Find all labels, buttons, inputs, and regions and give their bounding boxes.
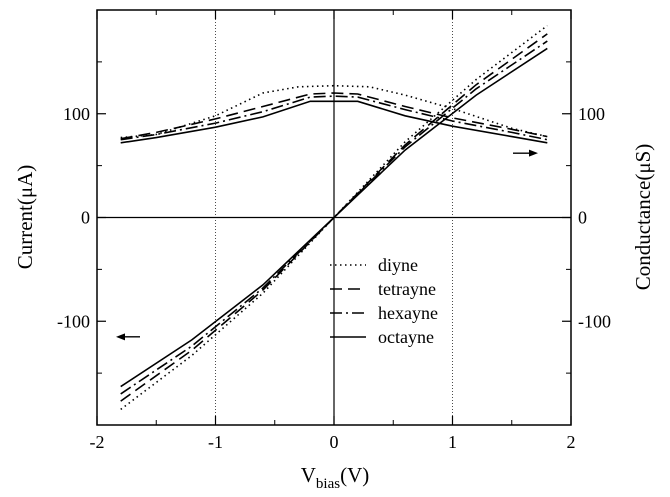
ticks: -2 -1 0 1 2 -100 -100 0 0 100 100: [57, 10, 611, 452]
legend-label-diyne: diyne: [378, 255, 418, 275]
y-tick-label-left-2: 100: [63, 104, 90, 124]
y-tick-label-right-0: -100: [578, 311, 611, 331]
x-tick-label-2: 0: [330, 432, 339, 452]
series-diyne-current-line: [120, 24, 548, 411]
x-axis-title-unit: (V): [340, 463, 369, 487]
x-axis-title: Vbias(V): [301, 463, 370, 492]
y-tick-label-left-1: 0: [81, 208, 90, 228]
y-axis-title-left: Current(μA): [13, 165, 37, 270]
current-axis-arrow-icon: [116, 333, 125, 341]
x-tick-label-1: -1: [208, 432, 223, 452]
x-axis-title-subscript: bias: [316, 476, 340, 492]
legend-label-hexayne: hexayne: [378, 303, 438, 323]
series-tetrayne-conductance-line: [120, 92, 548, 140]
legend: diyne tetrayne hexayne octayne: [330, 255, 438, 347]
x-tick-label-4: 2: [567, 432, 576, 452]
series-lines: [120, 24, 548, 411]
series-octayne-conductance-line: [120, 100, 548, 144]
x-tick-label-0: -2: [90, 432, 105, 452]
series-hexayne-conductance-line: [120, 95, 548, 141]
y-tick-label-left-0: -100: [57, 311, 90, 331]
series-hexayne-current-line: [120, 40, 548, 395]
y-tick-label-right-1: 0: [578, 208, 587, 228]
legend-label-tetrayne: tetrayne: [378, 279, 436, 299]
x-tick-label-3: 1: [448, 432, 457, 452]
y-tick-label-right-2: 100: [578, 104, 605, 124]
series-octayne-current-line: [120, 47, 548, 388]
conductance-axis-arrow-icon: [529, 149, 538, 157]
legend-label-octayne: octayne: [378, 327, 434, 347]
y-axis-title-right: Conductance(μS): [631, 144, 655, 291]
series-tetrayne-current-line: [120, 33, 548, 402]
